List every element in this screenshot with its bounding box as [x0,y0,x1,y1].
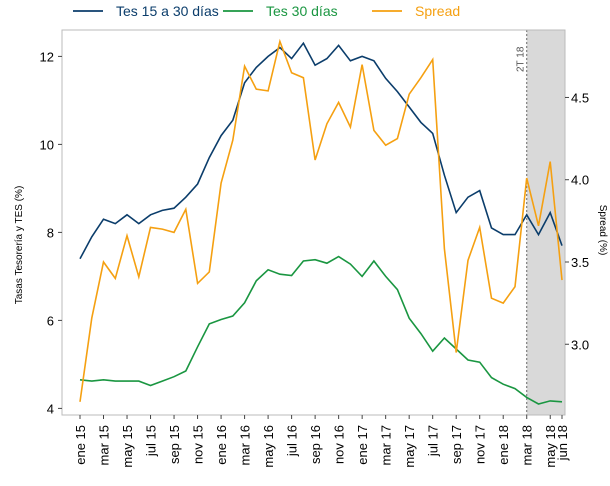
x-tick-label: nov 15 [191,425,206,464]
x-tick-label: jun 18 [555,425,570,461]
x-tick-label: mar 15 [97,425,112,465]
y2-tick-label: 4.0 [571,173,589,188]
y-tick-label: 6 [47,313,54,328]
legend-label: Tes 15 a 30 días [116,3,219,19]
x-tick-label: jul 16 [285,425,300,457]
y2-tick-label: 4.5 [571,90,589,105]
x-tick-label: mar 16 [238,425,253,465]
x-tick-label: mar 18 [520,425,535,465]
series-line [79,255,563,405]
annotation: 2T 18 [516,46,527,72]
x-tick-label: sep 17 [449,425,464,464]
x-tick-label: ene 17 [355,425,370,465]
y-tick-label: 4 [47,401,54,416]
y2-tick-label: 3.0 [571,337,589,352]
x-tick-label: nov 17 [473,425,488,464]
x-tick-label: sep 16 [308,425,323,464]
x-tick-label: may 15 [120,425,135,468]
y2-tick-label: 3.5 [571,255,589,270]
x-tick-label: ene 18 [496,425,511,465]
y2-axis-label: Spread (%) [597,205,608,256]
x-tick-label: may 17 [402,425,417,468]
legend-label: Tes 30 días [266,3,338,19]
y-tick-label: 10 [40,137,54,152]
x-tick-label: jul 15 [144,425,159,457]
x-tick-label: may 18 [543,425,558,468]
y-tick-label: 12 [40,49,54,64]
x-tick-label: ene 15 [73,425,88,465]
series-line [79,41,563,260]
x-tick-label: may 16 [261,425,276,468]
series-line [79,38,563,402]
plot-frame [61,29,566,416]
x-tick-label: mar 17 [379,425,394,465]
x-tick-label: jul 17 [426,425,441,457]
legend-label: Spread [415,3,460,19]
y-axis-label: Tasas Tesorería y TES (%) [14,186,25,305]
x-tick-label: nov 16 [332,425,347,464]
shaded-region [526,30,565,415]
x-tick-label: sep 15 [167,425,182,464]
y-tick-label: 8 [47,225,54,240]
x-tick-label: ene 16 [214,425,229,465]
